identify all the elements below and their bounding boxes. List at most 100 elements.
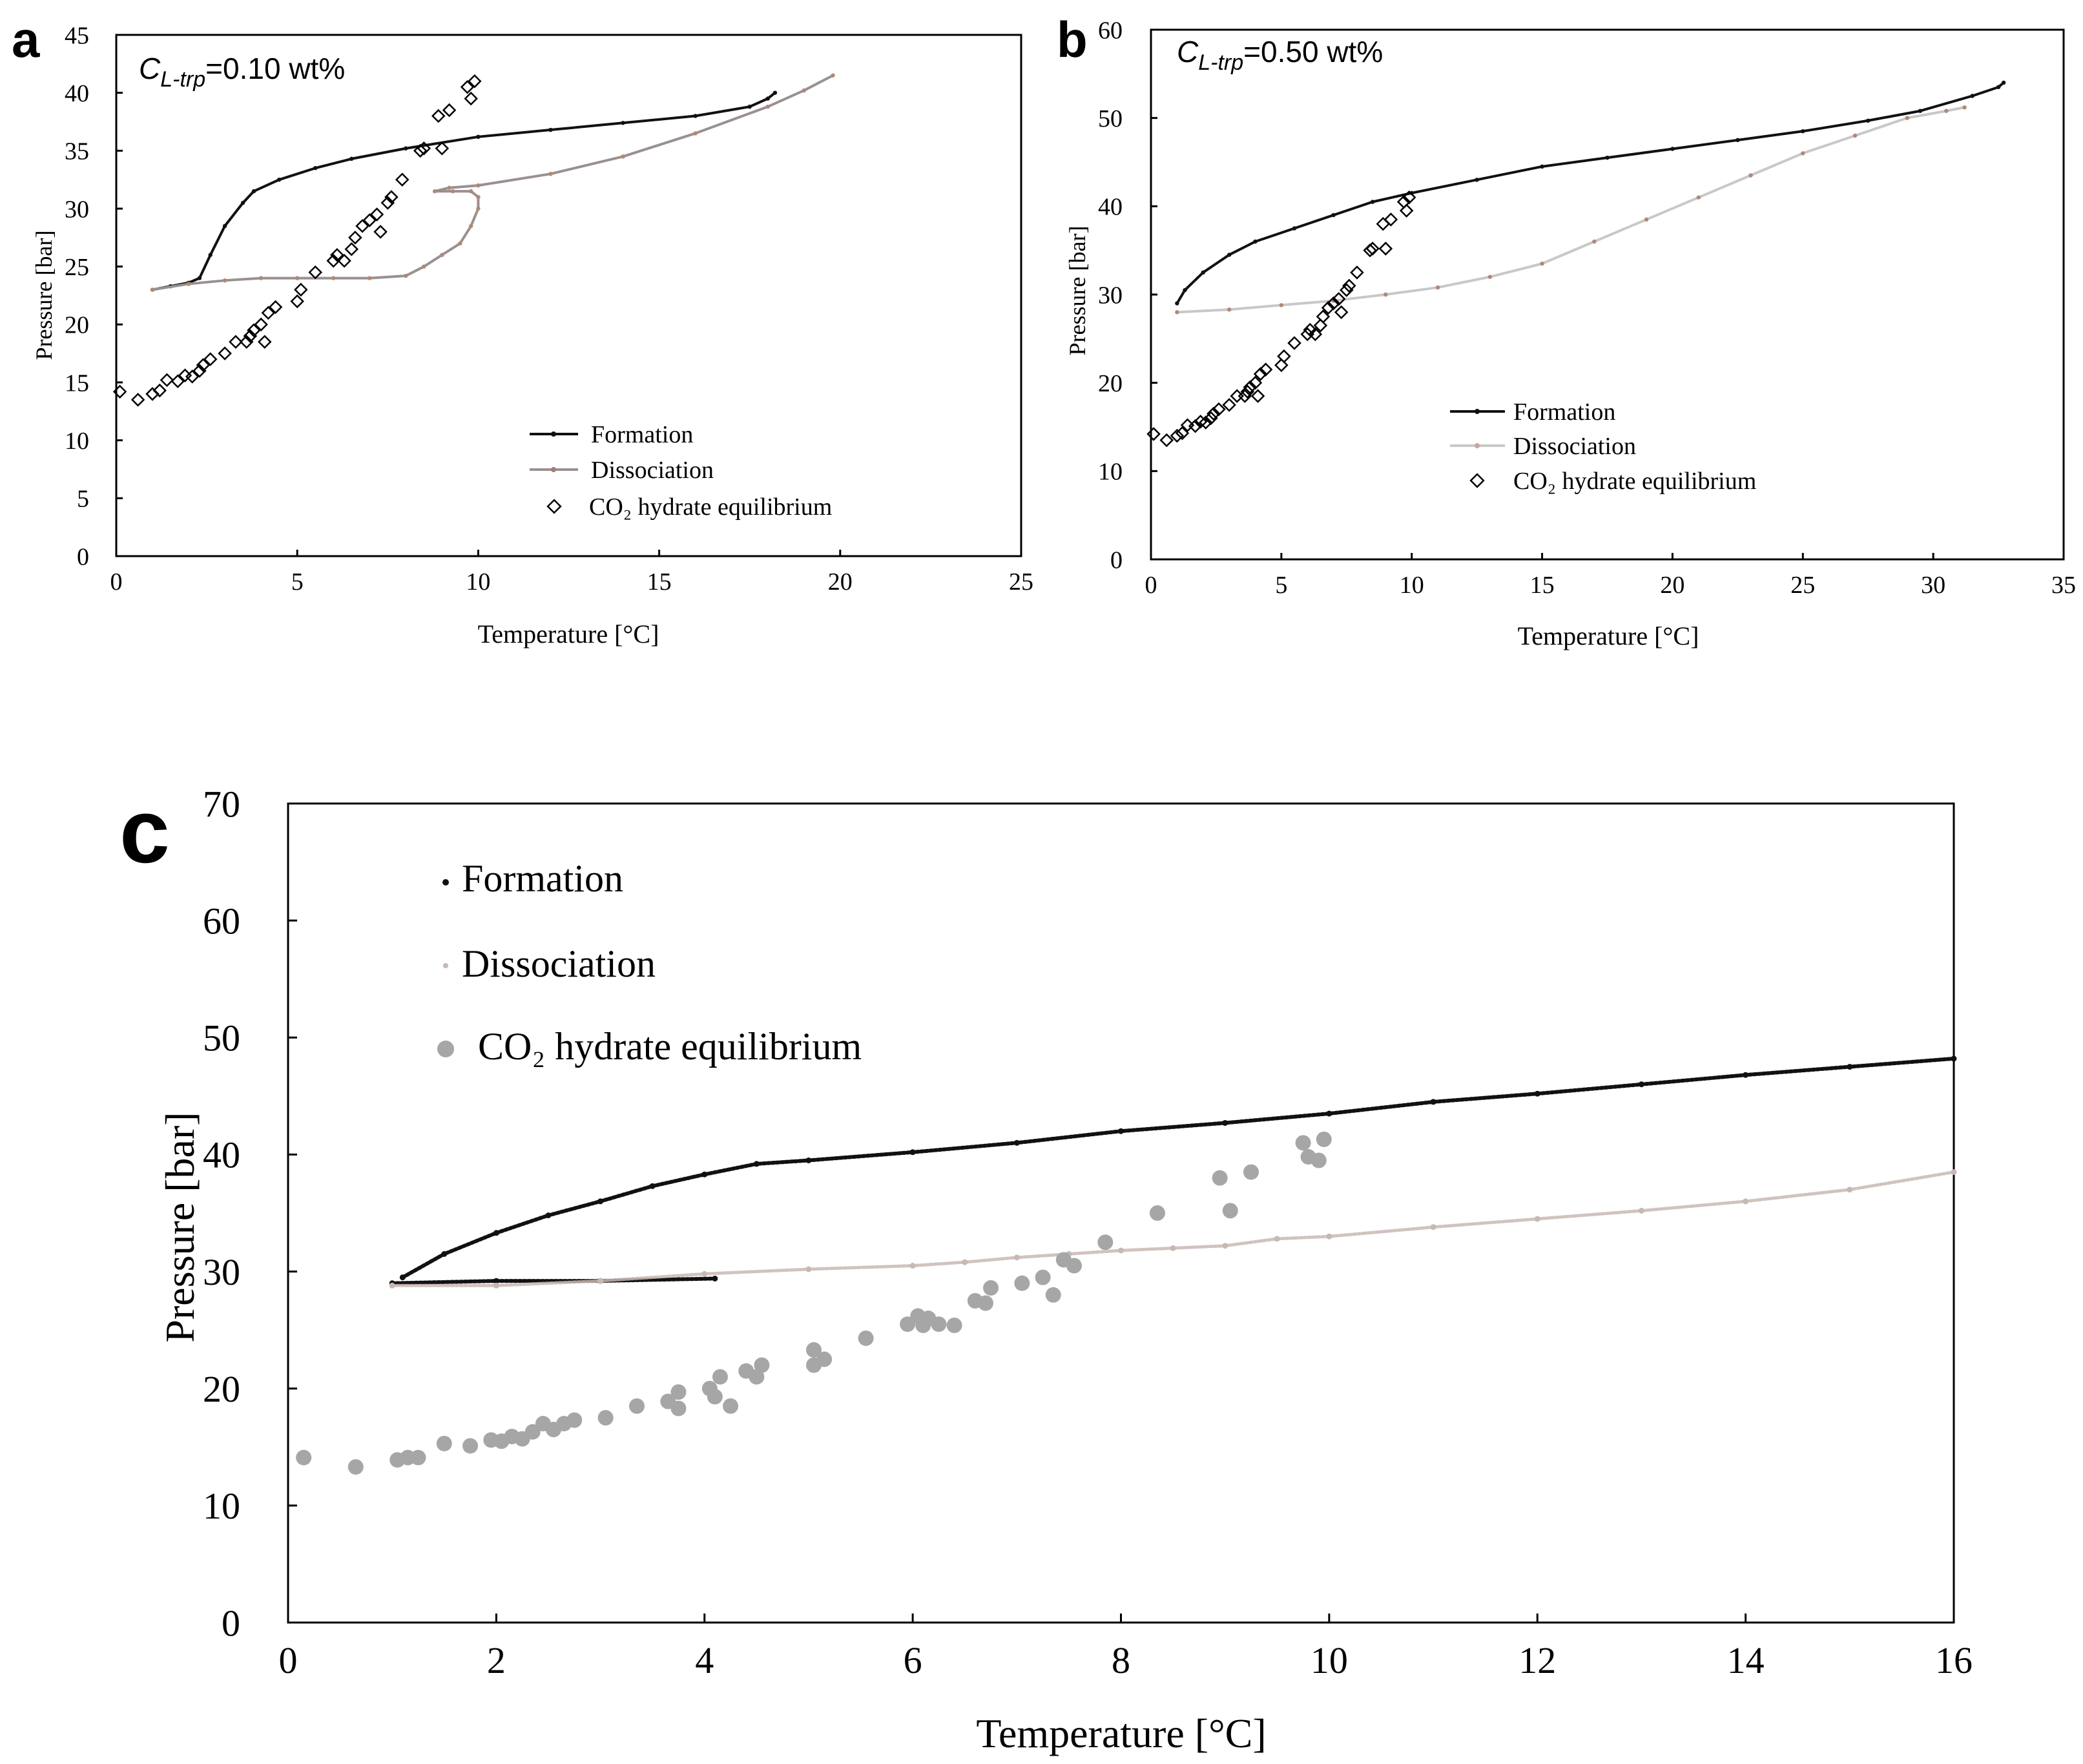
- point-c-formation-2: [493, 1230, 499, 1236]
- point-c-dissociation-18: [1847, 1187, 1853, 1193]
- x-tick-label-c-1: 2: [487, 1639, 506, 1681]
- x-tick-label-c-3: 6: [904, 1639, 922, 1681]
- chart-marks-b: [1146, 80, 2006, 448]
- x-axis-a: 0 5 10 15 20 25: [110, 550, 1033, 596]
- point-c-dissociation-1: [493, 1282, 499, 1289]
- point-c-formation-7: [753, 1161, 760, 1167]
- point-a-formation-10: [349, 156, 354, 161]
- y-tick-label-a-2: 10: [65, 428, 89, 455]
- y-tick-label-c-2: 20: [203, 1368, 240, 1410]
- point-b-equilibrium-25: [1308, 327, 1323, 342]
- point-a-equilibrium-5: [171, 374, 185, 388]
- y-axis-c: 0 10 20 30 40 50 60 70: [203, 783, 297, 1644]
- point-b-dissociation-13: [1852, 133, 1858, 138]
- point-b-equilibrium-15: [1243, 380, 1258, 395]
- point-b-equilibrium-20: [1274, 358, 1289, 373]
- point-b-formation-15: [1866, 118, 1871, 123]
- point-b-equilibrium-22: [1287, 336, 1301, 350]
- point-b-formation-4: [1253, 239, 1258, 244]
- point-b-formation-1: [1183, 287, 1187, 293]
- x-tick-label-c-8: 16: [1935, 1639, 1973, 1681]
- x-tick-label-c-4: 8: [1112, 1639, 1130, 1681]
- point-b-equilibrium-3: [1175, 426, 1190, 441]
- legend-c-dissociation-marker: [443, 963, 448, 968]
- y-tick-label-a-8: 40: [65, 80, 89, 107]
- point-b-equilibrium-10: [1212, 402, 1226, 417]
- point-c-formation-3: [545, 1212, 552, 1219]
- point-c-equilibrium-0: [296, 1449, 312, 1466]
- point-c-equilibrium-48: [1212, 1170, 1228, 1186]
- point-c-dissociation-2: [597, 1278, 604, 1284]
- point-b-equilibrium-28: [1321, 300, 1336, 315]
- point-b-dissociation-12: [1801, 151, 1805, 156]
- point-a-dissociation-4: [295, 276, 300, 280]
- point-b-equilibrium-26: [1313, 318, 1328, 333]
- point-c-equilibrium-15: [566, 1412, 583, 1428]
- point-a-equilibrium-36: [417, 141, 431, 156]
- point-a-equilibrium-33: [384, 190, 399, 204]
- y-tick-label-c-0: 0: [222, 1602, 240, 1644]
- point-c-equilibrium-32: [900, 1316, 916, 1333]
- point-c-formation-6: [701, 1171, 708, 1178]
- legend-b-equilibrium-marker: [1469, 473, 1485, 488]
- point-b-formation-13: [1736, 138, 1740, 143]
- point-b-equilibrium-36: [1365, 242, 1380, 256]
- point-c-equilibrium-22: [707, 1389, 723, 1405]
- y-axis-label-c: Pressure [bar]: [157, 1112, 203, 1342]
- point-a-equilibrium-28: [355, 219, 369, 233]
- legend-c: Formation Dissociation CO₂ hydrate equil…: [437, 857, 862, 1068]
- point-b-formation-9: [1475, 178, 1479, 182]
- point-a-equilibrium-16: [254, 317, 268, 332]
- point-a-equilibrium-10: [203, 352, 218, 366]
- point-a-dissociation-13: [476, 194, 481, 200]
- point-c-formation-19: [1951, 1055, 1957, 1062]
- point-b-equilibrium-37: [1376, 216, 1391, 231]
- point-b-formation-7: [1370, 200, 1375, 204]
- point-c-equilibrium-39: [977, 1295, 993, 1311]
- point-c-formation-13: [1326, 1110, 1332, 1117]
- point-a-equilibrium-35: [413, 143, 428, 158]
- annotation-b-value: =0.50 wt%: [1243, 35, 1383, 68]
- point-b-equilibrium-14: [1240, 384, 1255, 399]
- point-a-equilibrium-17: [257, 335, 272, 349]
- point-a-formation-8: [276, 177, 282, 182]
- point-c-dissociation-15: [1534, 1216, 1540, 1222]
- point-b-formation-3: [1227, 253, 1232, 257]
- panel-a: a 0 5 10 15 20 25 30 35 40 45 0 5 10 15 20 25 CL-trp=0…: [12, 11, 1033, 649]
- point-c-equilibrium-16: [597, 1410, 614, 1426]
- point-a-equilibrium-31: [373, 225, 388, 239]
- point-b-dissociation-0: [1175, 310, 1179, 315]
- x-tick-label-a-3: 15: [647, 568, 672, 596]
- y-tick-label-b-3: 30: [1098, 282, 1123, 309]
- point-a-equilibrium-30: [369, 207, 384, 222]
- point-c-equilibrium-24: [723, 1398, 739, 1414]
- point-c-equilibrium-27: [754, 1357, 770, 1373]
- point-c-formation-10: [1013, 1139, 1020, 1146]
- point-b-equilibrium-19: [1258, 362, 1273, 377]
- x-tick-label-b-7: 35: [2051, 572, 2076, 599]
- legend-b-formation-marker: [1475, 409, 1480, 414]
- point-a-dissociation-24: [831, 73, 835, 78]
- point-b-equilibrium-5: [1188, 419, 1203, 433]
- point-a-formation-12: [476, 134, 481, 140]
- y-axis-label-b: Pressure [bar]: [1064, 226, 1090, 356]
- point-a-equilibrium-18: [261, 306, 276, 320]
- point-b-equilibrium-17: [1250, 389, 1265, 403]
- point-b-dissociation-5: [1435, 285, 1440, 290]
- point-a-dissociation-15: [450, 189, 455, 194]
- point-c-equilibrium-51: [1295, 1135, 1311, 1151]
- panel-letter-b: b: [1057, 11, 1088, 68]
- point-a-equilibrium-23: [326, 253, 341, 268]
- legend-a-formation-label: Formation: [591, 421, 693, 448]
- point-b-equilibrium-27: [1316, 309, 1331, 324]
- point-c-formation-15: [1534, 1090, 1540, 1097]
- point-c-dissociation-0: [389, 1282, 395, 1289]
- y-tick-label-b-6: 60: [1098, 17, 1123, 44]
- point-a-dissociation-10: [458, 241, 462, 245]
- point-c-equilibrium-40: [983, 1280, 999, 1296]
- y-tick-label-c-5: 50: [203, 1017, 240, 1059]
- y-axis-b: 0 10 20 30 40 50 60: [1098, 17, 1157, 574]
- point-a-equilibrium-4: [160, 373, 174, 388]
- point-a-equilibrium-1: [130, 393, 145, 407]
- point-c-formation-return-branch-1: [493, 1278, 499, 1284]
